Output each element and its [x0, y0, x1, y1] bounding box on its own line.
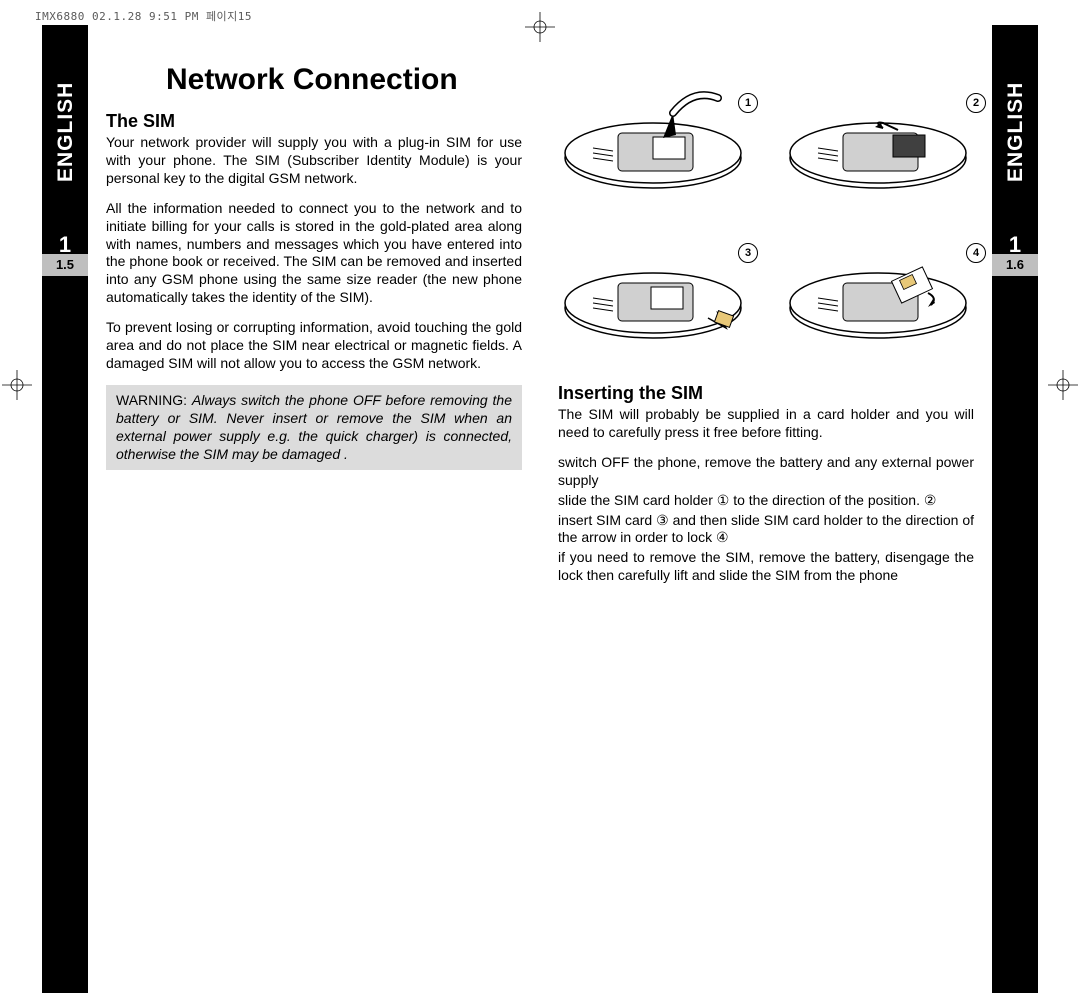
body-text: All the information needed to connect yo… [106, 200, 522, 307]
warning-lead: WARNING: [116, 392, 192, 408]
phone-diagram-1 [558, 83, 758, 203]
phone-diagram-4 [783, 233, 983, 353]
body-text: The SIM will probably be supplied in a c… [558, 406, 974, 442]
phone-diagram-3 [558, 233, 758, 353]
page-number-left: 1.5 [42, 254, 88, 276]
callout-1: 1 [738, 93, 758, 113]
right-sidebar: ENGLISH 1 1.6 [992, 25, 1038, 993]
sim-illustration: 1 2 [558, 63, 974, 363]
file-metadata: IMX6880 02.1.28 9:51 PM 페이지15 [35, 8, 252, 24]
left-content: Network Connection The SIM Your network … [88, 25, 540, 993]
body-text: Your network provider will supply you wi… [106, 134, 522, 188]
step-list: switch OFF the phone, remove the battery… [558, 454, 974, 585]
crop-mark-right [1048, 370, 1078, 405]
step-item: insert SIM card ③ and then slide SIM car… [558, 512, 974, 548]
left-page: ENGLISH 1 1.5 Network Connection The SIM… [42, 25, 540, 993]
page-title: Network Connection [166, 63, 522, 97]
phone-diagram-2 [783, 83, 983, 203]
heading-sim: The SIM [106, 111, 522, 132]
step-item: slide the SIM card holder ① to the direc… [558, 492, 974, 510]
right-content: 1 2 [540, 25, 992, 993]
step-item: if you need to remove the SIM, remove th… [558, 549, 974, 585]
heading-inserting: Inserting the SIM [558, 383, 974, 404]
right-page: 1 2 [540, 25, 1038, 993]
body-text: To prevent losing or corrupting informat… [106, 319, 522, 373]
callout-3: 3 [738, 243, 758, 263]
callout-2: 2 [966, 93, 986, 113]
language-label: ENGLISH [54, 82, 78, 182]
step-item: switch OFF the phone, remove the battery… [558, 454, 974, 490]
page-number-right: 1.6 [992, 254, 1038, 276]
callout-4: 4 [966, 243, 986, 263]
warning-box: WARNING: Always switch the phone OFF bef… [106, 385, 522, 470]
crop-mark-left [2, 370, 32, 405]
left-sidebar: ENGLISH 1 1.5 [42, 25, 88, 993]
language-label: ENGLISH [1004, 82, 1028, 182]
